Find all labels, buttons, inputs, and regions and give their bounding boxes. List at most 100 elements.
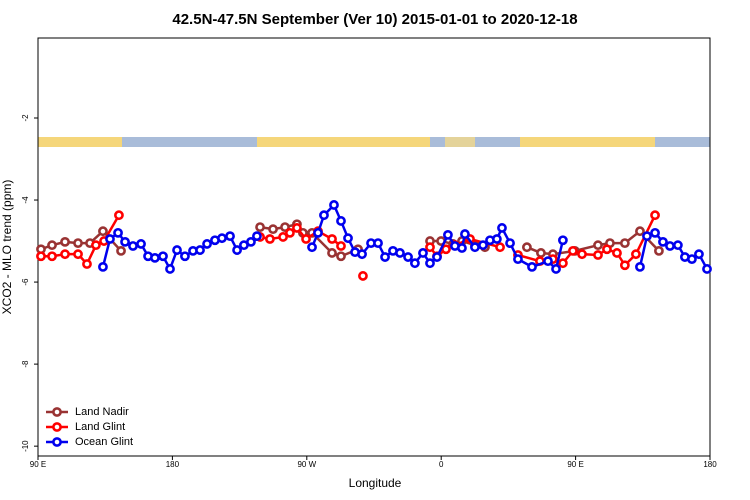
data-point	[292, 223, 302, 233]
data-point	[650, 227, 660, 238]
data-point	[577, 249, 587, 260]
data-point	[165, 264, 175, 274]
data-point	[558, 258, 568, 269]
data-point	[136, 239, 146, 249]
legend-marker	[52, 407, 62, 417]
data-point	[425, 258, 435, 269]
legend-marker	[52, 422, 62, 432]
data-point	[551, 264, 561, 274]
data-point	[327, 234, 337, 244]
data-point	[116, 245, 126, 256]
data-point	[568, 245, 578, 256]
data-point	[593, 240, 603, 251]
data-point	[593, 250, 603, 260]
data-point	[357, 249, 367, 260]
data-point	[441, 244, 451, 255]
x-tick-label: 90 E	[30, 460, 46, 469]
x-tick-label: 0	[439, 460, 444, 469]
data-point	[654, 245, 664, 256]
data-point	[255, 222, 265, 233]
data-point	[195, 245, 205, 255]
data-point	[73, 249, 83, 260]
x-tick-label: 180	[703, 460, 717, 469]
data-point	[82, 259, 92, 269]
data-point	[495, 242, 505, 253]
data-point	[635, 261, 645, 272]
data-point	[425, 242, 435, 253]
y-axis-label: XCO2 - MLO trend (ppm)	[0, 180, 14, 315]
data-point	[642, 231, 652, 242]
land-ocean-band	[38, 137, 710, 147]
data-point	[650, 210, 660, 221]
data-point	[665, 241, 675, 251]
data-point	[558, 235, 568, 246]
data-point	[268, 224, 278, 235]
x-tick-label: 90 E	[567, 460, 583, 469]
data-point	[47, 251, 57, 262]
data-point	[217, 233, 227, 244]
data-point	[105, 234, 115, 244]
data-point	[280, 222, 290, 233]
data-point	[410, 258, 420, 269]
data-point	[113, 227, 123, 238]
data-point	[98, 261, 108, 272]
data-point	[301, 234, 311, 244]
data-point	[403, 252, 413, 262]
data-point	[492, 234, 502, 244]
data-point	[460, 229, 470, 239]
data-point	[395, 248, 405, 258]
data-point	[285, 227, 295, 238]
data-point	[373, 238, 383, 249]
x-tick-label: 180	[166, 460, 180, 469]
data-point	[246, 236, 256, 247]
land-band	[445, 137, 475, 147]
y-tick-label: -6	[21, 278, 30, 286]
data-point	[672, 240, 683, 251]
data-point	[114, 210, 124, 221]
data-point	[418, 248, 428, 258]
data-point	[336, 251, 346, 262]
y-tick-label: -8	[21, 360, 30, 368]
y-tick-label: -4	[21, 196, 30, 204]
legend-label: Land Glint	[75, 421, 125, 433]
data-point	[543, 256, 553, 267]
data-point	[694, 249, 704, 260]
data-point	[619, 260, 630, 271]
chart-title: 42.5N-47.5N September (Ver 10) 2015-01-0…	[172, 11, 577, 28]
data-point	[329, 200, 339, 210]
land-band	[520, 137, 655, 147]
data-point	[307, 242, 317, 253]
legend-marker	[52, 437, 62, 447]
data-point	[602, 244, 612, 255]
data-point	[358, 271, 368, 281]
land-band	[257, 137, 430, 147]
data-point	[60, 236, 70, 247]
data-point	[505, 238, 515, 249]
data-point	[202, 239, 212, 249]
data-point	[120, 236, 130, 247]
data-point	[180, 251, 190, 262]
data-point	[612, 248, 622, 258]
data-point	[635, 226, 645, 237]
data-point	[380, 252, 390, 262]
land-band	[38, 137, 122, 147]
data-point	[536, 248, 546, 258]
data-point	[432, 252, 442, 262]
data-point	[98, 226, 108, 237]
data-point	[278, 232, 288, 242]
data-point	[313, 227, 323, 238]
data-point	[150, 252, 160, 263]
data-point	[619, 238, 630, 249]
data-point	[527, 261, 537, 272]
legend-label: Land Nadir	[75, 406, 129, 418]
data-point	[336, 241, 346, 251]
data-point	[73, 238, 83, 249]
data-point	[687, 254, 697, 265]
data-point	[319, 210, 329, 221]
data-point	[497, 223, 507, 233]
data-point	[443, 229, 453, 240]
data-point	[327, 248, 337, 258]
legend-label: Ocean Glint	[75, 436, 133, 448]
data-point	[60, 249, 70, 260]
